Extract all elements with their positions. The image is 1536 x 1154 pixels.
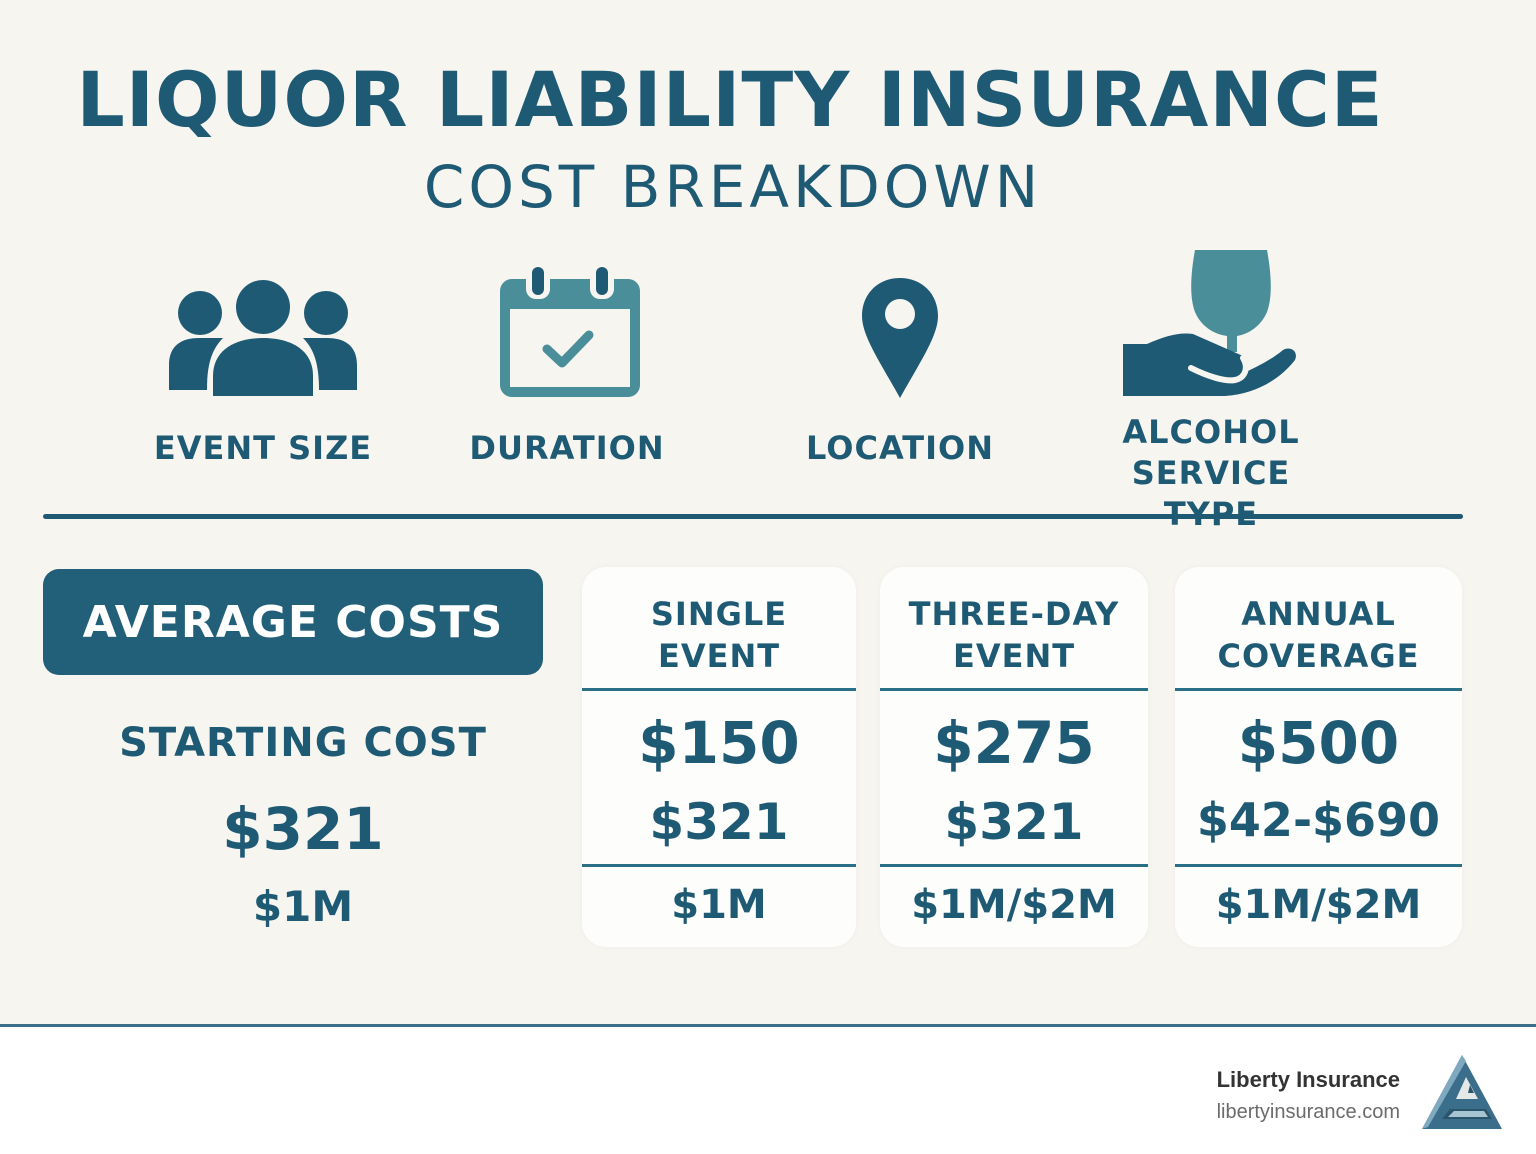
card-limit: $1M — [671, 882, 767, 928]
card-annual-coverage: ANNUAL COVERAGE $500 $42-$690 $1M/$2M — [1175, 567, 1462, 947]
card-price: $275 — [933, 709, 1095, 777]
card-price: $500 — [1237, 709, 1400, 777]
map-pin-icon — [860, 250, 940, 400]
hand-wine-glass-icon — [1121, 236, 1301, 400]
card-divider — [1175, 864, 1462, 867]
card-heading: ANNUAL COVERAGE — [1217, 595, 1420, 675]
people-group-icon — [163, 250, 363, 400]
card-three-day-event: THREE-DAY EVENT $275 $321 $1M/$2M — [880, 567, 1148, 947]
calendar-check-icon — [492, 250, 642, 400]
brand-name: Liberty Insurance — [1216, 1067, 1400, 1092]
card-divider — [880, 688, 1148, 691]
card-limit: $1M/$2M — [911, 882, 1117, 928]
page-title: LIQUOR LIABILITY INSURANCE — [76, 55, 1384, 144]
factor-label: EVENT SIZE — [153, 429, 373, 467]
card-divider — [582, 864, 856, 867]
factor-duration: DURATION — [437, 250, 697, 469]
section-divider — [43, 514, 1463, 519]
liberty-triangle-logo-icon — [1420, 1053, 1504, 1135]
starting-cost-value: $321 — [222, 795, 384, 863]
factor-event-size: EVENT SIZE — [133, 250, 393, 469]
factor-label: DURATION — [469, 429, 665, 467]
card-divider — [880, 864, 1148, 867]
starting-cost-limit: $1M — [252, 882, 354, 931]
factor-alcohol-service-type: ALCOHOL SERVICE TYPE — [1081, 236, 1341, 535]
card-limit: $1M/$2M — [1215, 882, 1422, 928]
factor-label: LOCATION — [806, 429, 994, 467]
card-single-event: SINGLE EVENT $150 $321 $1M — [582, 567, 856, 947]
card-price: $150 — [638, 709, 800, 777]
starting-cost-label: STARTING COST — [119, 720, 487, 766]
card-heading: SINGLE EVENT — [650, 595, 788, 675]
card-average: $321 — [649, 793, 789, 851]
card-average: $321 — [944, 793, 1084, 851]
footer: Liberty Insurance libertyinsurance.com — [0, 1024, 1536, 1154]
brand-url-link[interactable]: libertyinsurance.com — [1216, 1101, 1400, 1123]
card-divider — [1175, 688, 1462, 691]
factor-location: LOCATION — [770, 250, 1030, 469]
card-divider — [582, 688, 856, 691]
page-subtitle: COST BREAKDOWN — [423, 153, 1043, 221]
card-average: $42-$690 — [1196, 793, 1441, 847]
card-heading: THREE-DAY EVENT — [908, 595, 1120, 675]
average-costs-badge: AVERAGE COSTS — [43, 569, 543, 675]
